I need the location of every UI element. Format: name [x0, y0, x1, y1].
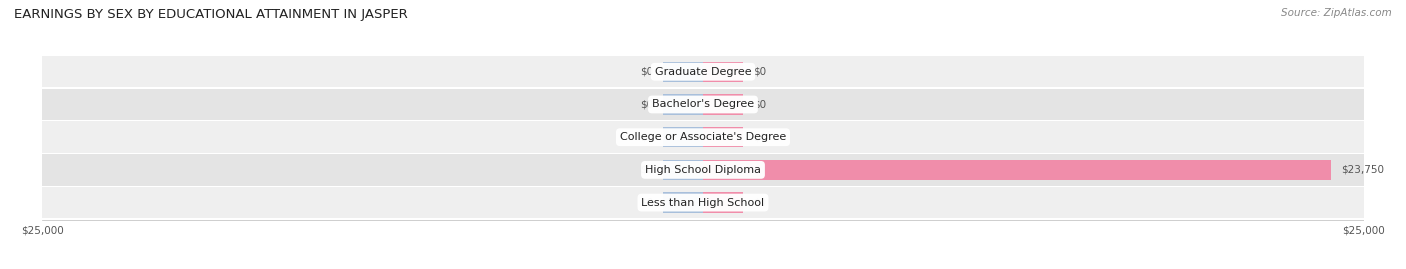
Bar	[664, 127, 703, 147]
Text: $0: $0	[640, 165, 652, 175]
Text: $23,750: $23,750	[1341, 165, 1385, 175]
Text: Graduate Degree: Graduate Degree	[655, 67, 751, 77]
Text: High School Diploma: High School Diploma	[645, 165, 761, 175]
Bar	[664, 192, 703, 213]
Bar	[664, 62, 703, 82]
Bar	[664, 94, 703, 115]
Text: $0: $0	[640, 100, 652, 109]
Bar	[703, 192, 742, 213]
Text: $0: $0	[754, 100, 766, 109]
Text: $0: $0	[754, 198, 766, 208]
Text: $0: $0	[640, 67, 652, 77]
Bar	[664, 160, 703, 180]
Bar	[703, 160, 1330, 180]
Bar	[42, 122, 1364, 153]
Text: $0: $0	[754, 132, 766, 142]
Text: Bachelor's Degree: Bachelor's Degree	[652, 100, 754, 109]
Text: College or Associate's Degree: College or Associate's Degree	[620, 132, 786, 142]
Text: EARNINGS BY SEX BY EDUCATIONAL ATTAINMENT IN JASPER: EARNINGS BY SEX BY EDUCATIONAL ATTAINMEN…	[14, 8, 408, 21]
Bar	[703, 127, 742, 147]
Bar	[42, 56, 1364, 87]
Text: Less than High School: Less than High School	[641, 198, 765, 208]
Text: $0: $0	[754, 67, 766, 77]
Bar	[703, 94, 742, 115]
Bar	[42, 154, 1364, 186]
Bar	[42, 187, 1364, 218]
Text: Source: ZipAtlas.com: Source: ZipAtlas.com	[1281, 8, 1392, 18]
Text: $0: $0	[640, 132, 652, 142]
Bar	[42, 89, 1364, 120]
Bar	[703, 62, 742, 82]
Text: $0: $0	[640, 198, 652, 208]
